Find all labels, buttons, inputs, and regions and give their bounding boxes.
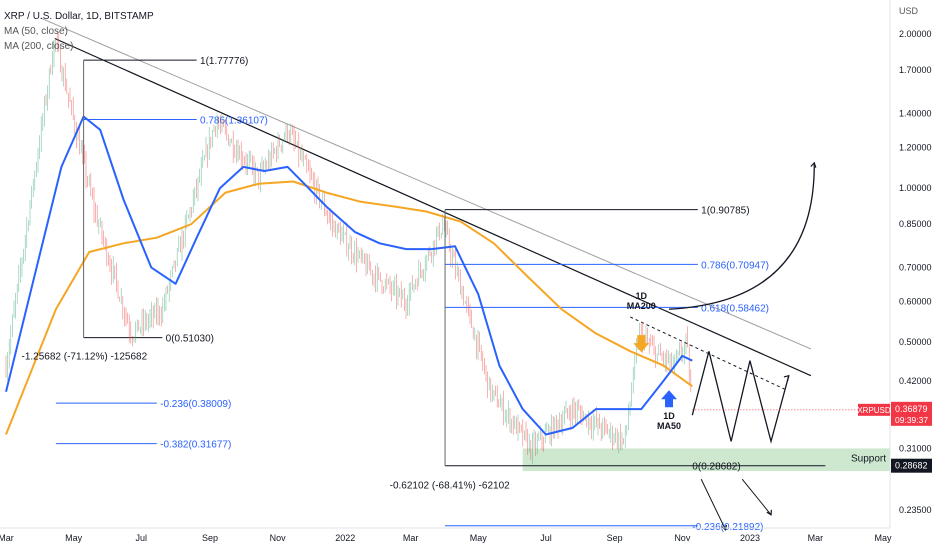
price-tick-label: 1.20000 [899,143,932,153]
projection-bullish-path [668,162,815,310]
time-tick-label: 2022 [335,533,355,543]
price-tick-label: 0.42000 [899,376,932,386]
chart-legend: XRP / U.S. Dollar, 1D, BITSTAMP MA (50, … [4,9,154,54]
fib-label: 0(0.28682) [692,462,740,473]
support-level-badge [891,458,932,473]
measure-label-1: -1.25682 (-71.12%) -125682 [22,352,148,363]
time-tick-label: Nov [270,533,287,543]
fib-label: 0.618(0.58462) [701,303,769,314]
ma200-label-name: MA200 [627,301,656,311]
time-tick-label: Jul [540,533,552,543]
ma50-line [5,115,693,436]
projection-bearish-path-2 [741,478,772,516]
price-tick-label: 0.31000 [899,443,932,453]
time-tick-label: Jul [136,533,148,543]
time-tick-label: Sep [202,533,218,543]
currency-label: USD [899,6,919,16]
arrowhead-bullish [810,161,817,168]
arrowhead-zigzag [783,374,790,381]
time-tick-label: Mar [0,533,14,543]
last-price-time: 09:39:37 [895,415,928,425]
measure-label-2: -0.62102 (-68.41%) -62102 [390,481,511,492]
price-tick-label: 1.70000 [899,65,932,75]
last-price-value: 0.36879 [895,404,928,414]
projection-bearish-path-1 [700,478,727,530]
legend-ma200[interactable]: MA (200, close) [4,41,74,52]
ma200-line [5,180,693,435]
time-tick-label: Sep [607,533,623,543]
price-tick-label: 1.40000 [899,108,932,118]
fib-label: 1(0.90785) [701,206,749,217]
time-tick-label: May [470,533,488,543]
projection-zigzag [691,351,790,444]
time-tick-label: Mar [808,533,824,543]
time-tick-label: May [874,533,892,543]
last-price-symbol: XRPUSD [857,406,891,415]
time-tick-label: 2023 [740,533,760,543]
trendline-upper [40,17,812,350]
price-tick-label: 1.00000 [899,183,932,193]
fib-label: 0.786(1.36107) [200,116,268,127]
trendline-dashed [629,316,785,390]
support-label: Support [851,453,886,464]
fib-label: 0(0.51030) [166,334,214,345]
arrowhead-bearish-2 [766,509,772,516]
price-tick-label: 0.70000 [899,262,932,272]
support-level-value: 0.28682 [895,461,928,471]
chart-title: XRP / U.S. Dollar, 1D, BITSTAMP [4,11,154,22]
ma50-arrow [661,390,678,408]
time-tick-label: Nov [674,533,691,543]
legend-ma50[interactable]: MA (50, close) [4,26,68,37]
price-tick-label: 0.50000 [899,337,932,347]
price-tick-label: 2.00000 [899,29,932,39]
price-tick-label: 0.85000 [899,219,932,229]
fib-label: -0.236(0.38009) [160,399,231,410]
ma50-label-name: MA50 [657,421,681,431]
price-tick-label: 0.60000 [899,297,932,307]
ma200-label-period: 1D [636,291,648,301]
time-tick-label: Mar [403,533,419,543]
last-price-symbol-badge [858,403,890,416]
time-tick-label: May [65,533,83,543]
ma50-label-period: 1D [663,411,675,421]
price-tick-label: 0.23500 [899,505,932,515]
fib-label: -0.382(0.31677) [160,440,231,451]
fib-label: -0.236(0.21892) [692,522,763,533]
fib-label: 0.786(0.70947) [701,260,769,271]
last-price-badge [891,401,932,426]
ma200-arrow [633,335,650,353]
fib-label: 1(1.77776) [200,56,248,67]
trendline-main [54,37,812,377]
